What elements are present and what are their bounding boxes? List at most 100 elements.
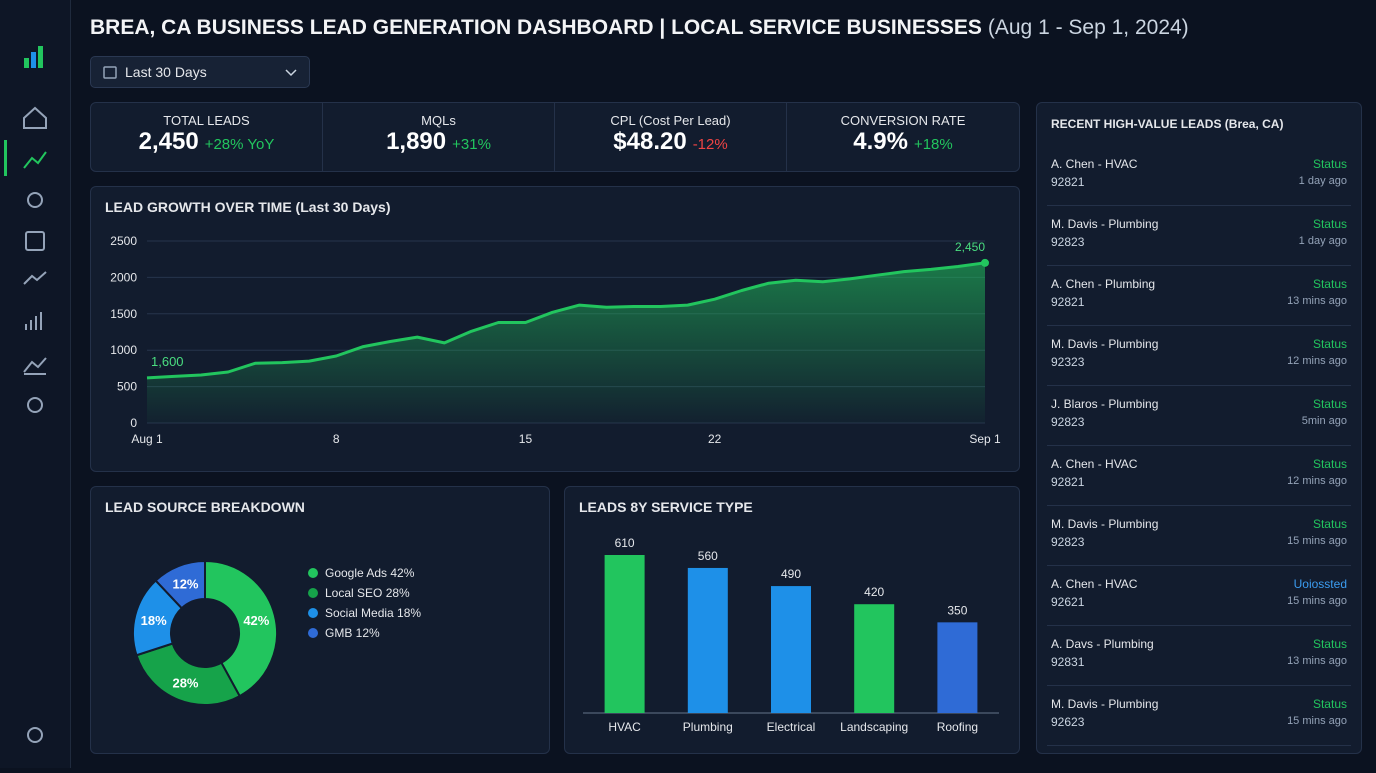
lead-zip: 92621 bbox=[1051, 595, 1085, 609]
annotation: 2,450 bbox=[955, 240, 985, 254]
lead-row[interactable]: M. Davis - Plumbing 92323 Status 12 mins ag… bbox=[1047, 327, 1351, 386]
lead-zip: 92823 bbox=[1051, 415, 1085, 429]
lead-row[interactable]: J. Blaros - Plumbing 92823 Status 5min ago bbox=[1047, 387, 1351, 446]
lead-row[interactable]: A. Chen - Plumbing 92821 Status 13 mins ago bbox=[1047, 267, 1351, 326]
lead-row[interactable]: A. Chen - HVAC 92821 Status 12 mins ago bbox=[1047, 447, 1351, 506]
filter-label: Last 30 Days bbox=[125, 64, 207, 80]
kpi-value: 1,890 bbox=[386, 128, 447, 155]
donut-chart: 42% Google Ads 42% 28% Local SEO 28% 18% Soci… bbox=[132, 559, 421, 706]
sidebar-icons bbox=[4, 46, 47, 743]
lead-status: Status bbox=[1312, 277, 1347, 291]
lead-zip: 92821 bbox=[1051, 475, 1085, 489]
lead-status: Status bbox=[1312, 697, 1347, 711]
lead-status: Status bbox=[1312, 397, 1347, 411]
lead-status: Status bbox=[1312, 517, 1347, 531]
lead-row[interactable]: M. Davis - Plumbing 92623 Status 15 mins ag… bbox=[1047, 687, 1351, 746]
logo-bar bbox=[31, 52, 36, 68]
calendar-icon bbox=[103, 66, 117, 79]
lead-row[interactable]: M. Davis - Plumbing 92823 Status 15 mins ag… bbox=[1047, 507, 1351, 566]
recent-leads-panel: RECENT HIGH-VALUE LEADS (Brea, CA) A. Ch… bbox=[1036, 102, 1362, 754]
bar-value: 560 bbox=[698, 549, 718, 563]
legend-label: Local SEO 28% bbox=[325, 586, 410, 600]
kpi-label: TOTAL LEADS bbox=[163, 113, 250, 128]
kpi-change: -12% bbox=[692, 136, 728, 153]
lead-name: M. Davis - Plumbing bbox=[1051, 337, 1159, 351]
bar bbox=[937, 622, 978, 713]
calendar-icon[interactable] bbox=[25, 231, 45, 251]
legend-swatch bbox=[308, 608, 318, 618]
panel-title: RECENT HIGH-VALUE LEADS (Brea, CA) bbox=[1051, 117, 1284, 131]
kpi-value: $48.20 bbox=[613, 128, 687, 155]
bar bbox=[854, 604, 895, 713]
lead-status: Status bbox=[1312, 157, 1347, 171]
y-tick-label: 2500 bbox=[110, 234, 137, 248]
kpi-label: CONVERSION RATE bbox=[840, 113, 966, 128]
sidebar bbox=[0, 0, 71, 768]
lead-zip: 92823 bbox=[1051, 535, 1085, 549]
kpi: CPL (Cost Per Lead) $48.20 -12% bbox=[555, 103, 787, 171]
lead-zip: 92821 bbox=[1051, 175, 1085, 189]
date-range: (Aug 1 - Sep 1, 2024) bbox=[987, 16, 1189, 39]
legend-swatch bbox=[308, 588, 318, 598]
x-tick-label: 15 bbox=[519, 432, 533, 446]
lead-time: 13 mins ago bbox=[1287, 295, 1347, 307]
trend-icon[interactable] bbox=[23, 271, 47, 285]
x-tick-label: Sep 1 bbox=[969, 432, 1001, 446]
kpi: MQLs 1,890 +31% bbox=[323, 103, 555, 171]
kpi-value: 4.9% bbox=[853, 128, 908, 155]
y-tick-label: 1500 bbox=[110, 307, 137, 321]
lead-time: 12 mins ago bbox=[1287, 475, 1347, 487]
kpi-change: +18% bbox=[913, 136, 953, 153]
kpi-label: MQLs bbox=[421, 113, 456, 128]
lead-zip: 92823 bbox=[1051, 235, 1085, 249]
dropdown-caret bbox=[285, 69, 297, 77]
logo-bar bbox=[38, 46, 43, 68]
slice-label: 12% bbox=[172, 577, 198, 592]
slice-label: 28% bbox=[172, 675, 198, 690]
lead-time: 1 day ago bbox=[1298, 235, 1347, 247]
lead-name: M. Davis - Plumbing bbox=[1051, 517, 1159, 531]
lead-time: 15 mins ago bbox=[1287, 595, 1347, 607]
lead-row[interactable]: M. Davis - Plumbing 92823 Status 1 day ago bbox=[1047, 207, 1351, 266]
x-tick-label: Roofing bbox=[937, 720, 978, 734]
line-chart-panel: LEAD GROWTH OVER TIME (Last 30 Days) 0 50… bbox=[90, 186, 1020, 472]
y-tick-label: 2000 bbox=[110, 270, 137, 284]
lead-status: Status bbox=[1312, 217, 1347, 231]
lead-name: J. Blaros - Plumbing bbox=[1051, 397, 1159, 411]
lead-name: M. Davis - Plumbing bbox=[1051, 217, 1159, 231]
lead-row[interactable]: A. Davs - Plumbing 92831 Status 13 mins ago bbox=[1047, 627, 1351, 686]
home-icon[interactable] bbox=[23, 106, 47, 129]
lead-status: Uoiossted bbox=[1293, 577, 1347, 591]
lead-zip: 92831 bbox=[1051, 655, 1085, 669]
line bbox=[146, 261, 986, 380]
settings-icon[interactable] bbox=[27, 727, 43, 743]
kpi-panel: TOTAL LEADS 2,450 +28% YoY MQLs 1,890 +31% CPL… bbox=[90, 102, 1020, 172]
donut-slice bbox=[135, 642, 242, 706]
kpi: TOTAL LEADS 2,450 +28% YoY bbox=[91, 103, 323, 171]
bars-icon[interactable] bbox=[25, 312, 42, 330]
analytics-icon[interactable] bbox=[23, 357, 47, 375]
lead-time: 1 day ago bbox=[1298, 175, 1347, 187]
x-tick-label: Landscaping bbox=[840, 720, 908, 734]
legend-swatch bbox=[308, 628, 318, 638]
lead-row[interactable]: A. Chen - HVAC 92621 Uoiossted 15 mins ago bbox=[1047, 567, 1351, 626]
legend-label: Social Media 18% bbox=[325, 606, 421, 620]
settings-icon[interactable] bbox=[27, 192, 43, 208]
bar-value: 490 bbox=[781, 567, 801, 581]
lead-time: 15 mins ago bbox=[1287, 715, 1347, 727]
lead-name: A. Chen - HVAC bbox=[1051, 457, 1138, 471]
active-indicator bbox=[4, 140, 7, 176]
slice-label: 42% bbox=[243, 613, 269, 628]
bar-value: 420 bbox=[864, 585, 884, 599]
bar bbox=[771, 586, 811, 713]
y-tick-label: 0 bbox=[130, 416, 137, 430]
lead-zip: 92323 bbox=[1051, 355, 1085, 369]
legend-label: GMB 12% bbox=[325, 626, 380, 640]
lead-row[interactable]: A. Chen - HVAC 92821 Status 1 day ago bbox=[1047, 147, 1351, 206]
chart-icon[interactable] bbox=[23, 151, 47, 169]
x-tick-label: Plumbing bbox=[683, 720, 733, 734]
x-tick-label: 22 bbox=[708, 432, 722, 446]
date-filter[interactable]: Last 30 Days bbox=[90, 56, 310, 88]
settings-icon[interactable] bbox=[27, 397, 43, 413]
